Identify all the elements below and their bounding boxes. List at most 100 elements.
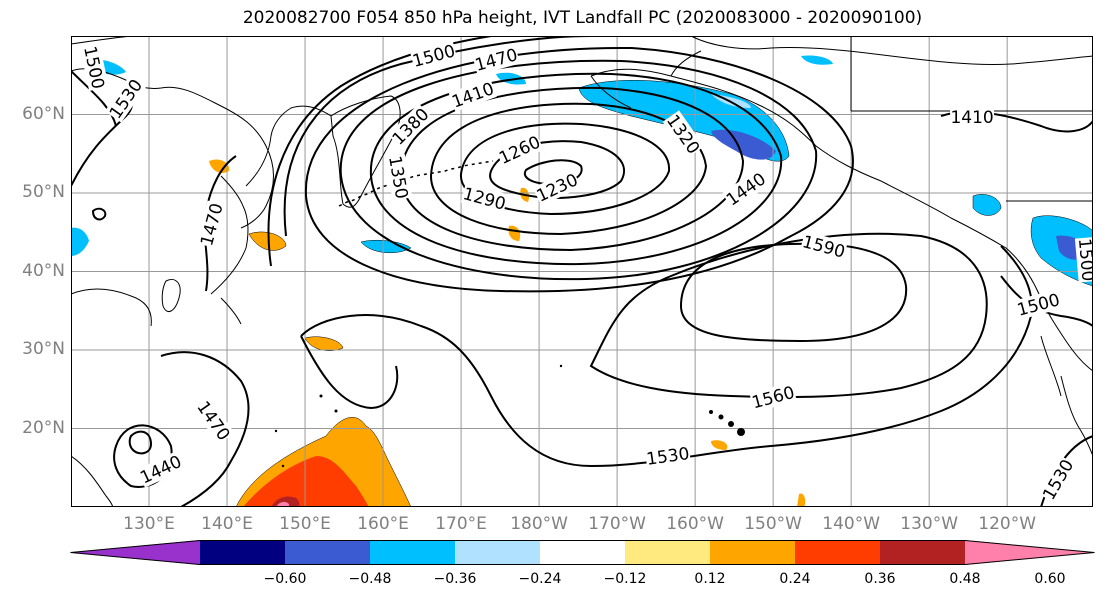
- coast-baja: [1040, 335, 1062, 397]
- pacific-dot-4: [274, 429, 278, 433]
- contour-label-bg: [800, 231, 848, 262]
- coast-kamchatka: [330, 95, 401, 208]
- contour-label-bg: [460, 183, 509, 214]
- colorbar-segment: [625, 540, 711, 565]
- shade-mid-orange: [304, 336, 344, 351]
- colorbar-tick-label: 0.60: [1034, 571, 1066, 587]
- hawaii-3: [728, 421, 734, 427]
- coast-bering: [590, 50, 702, 109]
- contour-label-bg: [472, 44, 521, 75]
- island-chains: [274, 160, 745, 468]
- longitude-label: 130°E: [123, 514, 175, 534]
- contour-1410: [339, 59, 818, 281]
- contour-label: 1500: [1074, 237, 1093, 282]
- colorbar-tick-label: 0.12: [694, 571, 726, 587]
- longitude-label: 120°W: [978, 514, 1037, 534]
- colorbar-segment: [455, 540, 541, 565]
- hawaii-4: [737, 428, 745, 436]
- map-border: [71, 36, 1093, 507]
- contour-label-bg: [644, 443, 691, 469]
- coast-arctic: [690, 36, 1093, 65]
- colorbar-extend-low: [70, 540, 200, 565]
- contour-label-bg: [448, 77, 497, 112]
- contour-1440-small: [128, 430, 153, 455]
- shade-south-dark: [271, 496, 300, 507]
- colorbar-segment: [370, 540, 456, 565]
- contour-1320: [429, 102, 708, 236]
- contour-1500-east: [1000, 275, 1093, 327]
- coast-mexico: [1060, 375, 1093, 457]
- colorbar-segment: [200, 540, 286, 565]
- colorbar-segment: [285, 540, 371, 565]
- colorbar: [70, 540, 1095, 565]
- longitude-label: 130°W: [900, 514, 959, 534]
- contour-1470-north: [283, 36, 592, 237]
- colorbar-tick-label: −0.48: [348, 571, 392, 587]
- hawaii-2: [718, 414, 724, 420]
- longitude-label: 150°E: [279, 514, 331, 534]
- colorbar-tick-label: −0.24: [518, 571, 562, 587]
- contour-1290: [459, 122, 671, 216]
- shade-bering-small: [496, 72, 526, 85]
- contour-1530-south-lobe: [300, 335, 399, 410]
- longitude-label: 140°W: [822, 514, 881, 534]
- colorbar-segment: [795, 540, 881, 565]
- shade-bc-coast: [972, 194, 1002, 216]
- latitude-label: 20°N: [22, 417, 65, 438]
- latitude-label: 40°N: [22, 260, 65, 281]
- shade-japan-orange: [248, 231, 287, 251]
- contour-1350: [399, 86, 745, 252]
- contour-label-bg: [384, 153, 413, 201]
- colorbar-tick-label: 0.24: [779, 571, 811, 587]
- aleutian-chain: [338, 160, 494, 207]
- colorbar-segment: [540, 540, 626, 565]
- contour-label-bg: [80, 43, 109, 91]
- contour-label-bg: [722, 168, 770, 210]
- colorbar-tick-label: 0.36: [864, 571, 896, 587]
- shade-south-pink: [276, 501, 289, 507]
- colorbar-tick-label: 0.48: [949, 571, 981, 587]
- pacific-dot-3: [559, 364, 563, 368]
- shade-far-east-orange: [797, 493, 806, 507]
- longitude-label: 180°W: [510, 514, 568, 534]
- contour-label-bg: [409, 40, 458, 71]
- shade-alaska-inner: [711, 129, 776, 160]
- colorbar-segment: [880, 540, 966, 565]
- longitude-label: 150°W: [744, 514, 802, 534]
- contour-label-bg: [196, 200, 227, 249]
- pacific-dot-2: [334, 409, 338, 413]
- pacific-dot-5: [281, 464, 285, 468]
- contour-1560: [589, 232, 988, 399]
- colorbar-tick-label: −0.36: [433, 571, 477, 587]
- contour-label-bg: [387, 103, 433, 149]
- contour-label-bg: [1038, 455, 1078, 504]
- colorbar-extend-high: [965, 540, 1095, 565]
- shade-hawaii-orange: [711, 440, 728, 450]
- colorbar-outline: [70, 540, 1095, 565]
- coast-sea-asia: [71, 455, 114, 507]
- contour-label-bg: [662, 110, 705, 158]
- contour-label-bg: [532, 169, 582, 206]
- contour-label: 1410: [950, 108, 993, 128]
- contour-label-bg: [950, 106, 995, 127]
- contour-label-bg: [192, 396, 235, 445]
- contour-label-bg: [104, 75, 147, 123]
- longitude-label: 160°W: [666, 514, 724, 534]
- shade-arctic: [801, 55, 833, 65]
- contour-label-bg: [749, 381, 797, 413]
- contour-1590: [679, 242, 908, 343]
- coast-japan: [210, 175, 249, 325]
- shade-kamchatka-orange: [209, 159, 230, 173]
- latitude-label: 60°N: [22, 103, 65, 124]
- longitude-label: 160°E: [357, 514, 409, 534]
- shade-aleut: [360, 240, 412, 254]
- contour-small-west: [91, 207, 107, 221]
- hawaii-1: [709, 410, 713, 414]
- contour-label-bg: [1014, 289, 1063, 320]
- gridlines: [71, 36, 1093, 507]
- contour-label-bg: [495, 131, 544, 169]
- shade-west-edge: [71, 227, 89, 256]
- longitude-label: 170°W: [588, 514, 646, 534]
- contour-1500-west: [71, 70, 117, 127]
- pacific-dot-1: [319, 394, 323, 398]
